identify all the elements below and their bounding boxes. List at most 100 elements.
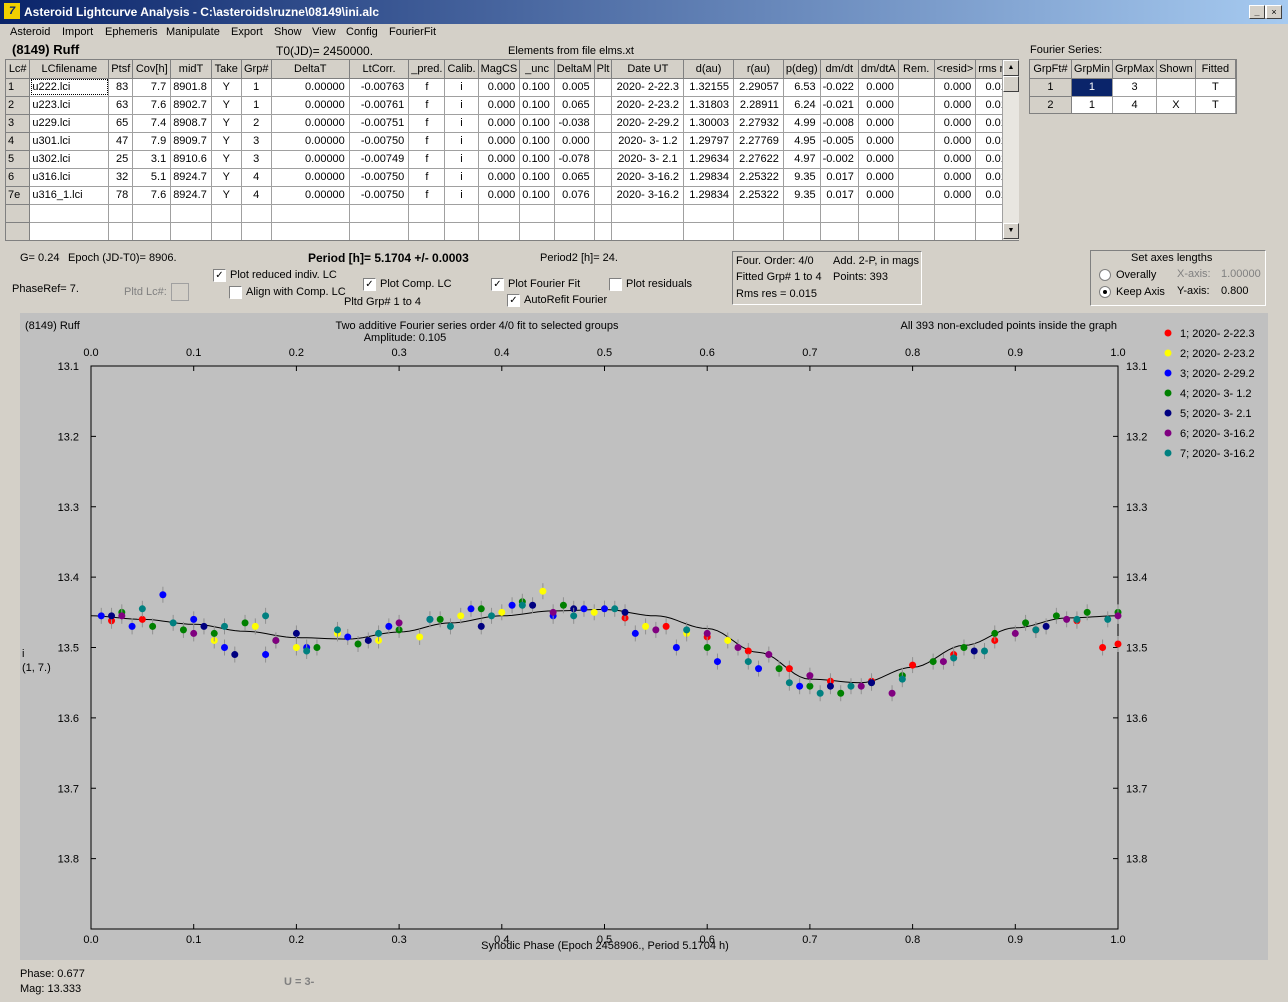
table-cell[interactable] bbox=[444, 204, 479, 223]
table-cell[interactable]: 2 bbox=[1030, 96, 1072, 113]
column-header[interactable]: dm/dtA bbox=[858, 60, 899, 79]
column-header[interactable]: Ptsf bbox=[108, 60, 134, 79]
table-cell[interactable]: 0.000 bbox=[858, 78, 899, 97]
column-header[interactable]: Cov[h] bbox=[132, 60, 172, 79]
column-header[interactable]: Take bbox=[211, 60, 242, 79]
table-cell[interactable] bbox=[271, 204, 350, 223]
menu-config[interactable]: Config bbox=[346, 26, 378, 38]
table-cell[interactable]: 2.27769 bbox=[733, 132, 784, 151]
table-cell[interactable]: -0.00749 bbox=[349, 150, 410, 169]
x-axis-value[interactable]: 1.00000 bbox=[1221, 268, 1261, 280]
minimize-icon[interactable]: _ bbox=[1249, 5, 1265, 19]
scroll-thumb[interactable] bbox=[1003, 76, 1019, 92]
table-cell[interactable] bbox=[594, 186, 613, 205]
plot-fourier-checkbox[interactable]: ✓ bbox=[491, 278, 504, 291]
table-cell[interactable]: 0.100 bbox=[519, 132, 555, 151]
table-cell[interactable]: 3 bbox=[241, 150, 272, 169]
plot-comp-checkbox[interactable]: ✓ bbox=[363, 278, 376, 291]
column-header[interactable]: LtCorr. bbox=[349, 60, 410, 79]
table-row[interactable]: 5 u302.lci 25 3.1 8910.6 Y 3 0.00000 -0.00749 f i 0… bbox=[6, 150, 1018, 169]
table-cell[interactable]: -0.00750 bbox=[349, 168, 410, 187]
table-cell[interactable]: i bbox=[444, 150, 479, 169]
table-cell[interactable]: 7.7 bbox=[132, 78, 172, 97]
table-cell[interactable]: 0.000 bbox=[478, 132, 521, 151]
table-cell[interactable]: 0.000 bbox=[858, 132, 899, 151]
row-number[interactable]: 6 bbox=[6, 168, 31, 187]
table-cell[interactable]: -0.002 bbox=[820, 150, 859, 169]
column-header[interactable]: Rem. bbox=[898, 60, 935, 79]
table-cell[interactable]: 2020- 3-16.2 bbox=[611, 186, 685, 205]
table-cell[interactable]: 7.6 bbox=[132, 186, 172, 205]
table-cell[interactable]: i bbox=[444, 186, 479, 205]
row-number[interactable] bbox=[6, 222, 31, 240]
table-cell[interactable] bbox=[594, 132, 613, 151]
table-cell[interactable] bbox=[519, 204, 555, 223]
row-number[interactable]: 2 bbox=[6, 96, 31, 115]
row-number[interactable]: 4 bbox=[6, 132, 31, 151]
table-cell[interactable]: 0.000 bbox=[934, 132, 977, 151]
table-cell[interactable]: 2.27622 bbox=[733, 150, 784, 169]
table-cell[interactable]: 0.000 bbox=[858, 96, 899, 115]
table-cell[interactable]: 1 bbox=[1071, 78, 1113, 97]
table-cell[interactable]: 0.100 bbox=[519, 150, 555, 169]
table-cell[interactable]: 0.000 bbox=[858, 150, 899, 169]
row-number[interactable]: 3 bbox=[6, 114, 31, 133]
table-cell[interactable]: 4.95 bbox=[783, 132, 821, 151]
table-cell[interactable]: 4.99 bbox=[783, 114, 821, 133]
table-cell[interactable]: 8902.7 bbox=[170, 96, 212, 115]
table-cell[interactable]: 0.076 bbox=[554, 186, 595, 205]
close-icon[interactable]: × bbox=[1266, 5, 1282, 19]
table-cell[interactable] bbox=[898, 132, 935, 151]
table-cell[interactable] bbox=[783, 204, 821, 223]
table-cell[interactable] bbox=[594, 114, 613, 133]
table-cell[interactable] bbox=[820, 204, 859, 223]
table-cell[interactable] bbox=[683, 204, 735, 223]
table-cell[interactable]: Y bbox=[211, 78, 242, 97]
table-row[interactable]: 6 u316.lci 32 5.1 8924.7 Y 4 0.00000 -0.00750 f i 0… bbox=[6, 168, 1018, 187]
table-row[interactable]: 7e u316_1.lci 78 7.6 8924.7 Y 4 0.00000 -0.00750… bbox=[6, 186, 1018, 205]
table-cell[interactable]: 0.000 bbox=[858, 114, 899, 133]
menu-ephemeris[interactable]: Ephemeris bbox=[105, 26, 158, 38]
table-row[interactable] bbox=[6, 204, 1018, 223]
table-cell[interactable]: 0.00000 bbox=[271, 186, 350, 205]
table-cell[interactable]: -0.038 bbox=[554, 114, 595, 133]
table-cell[interactable]: i bbox=[444, 114, 479, 133]
table-cell[interactable] bbox=[594, 96, 613, 115]
table-cell[interactable]: -0.00750 bbox=[349, 132, 410, 151]
table-cell[interactable]: 2.27932 bbox=[733, 114, 784, 133]
table-cell[interactable]: Y bbox=[211, 150, 242, 169]
table-cell[interactable]: 0.100 bbox=[519, 114, 555, 133]
table-cell[interactable]: 0.00000 bbox=[271, 150, 350, 169]
column-header[interactable]: Calib. bbox=[444, 60, 479, 79]
table-cell[interactable]: 0.000 bbox=[934, 168, 977, 187]
table-cell[interactable]: 0.000 bbox=[858, 186, 899, 205]
table-cell[interactable]: f bbox=[408, 78, 446, 97]
table-cell[interactable] bbox=[478, 222, 521, 240]
table-cell[interactable]: 2020- 3- 1.2 bbox=[611, 132, 685, 151]
table-cell[interactable]: Y bbox=[211, 132, 242, 151]
table-cell[interactable]: 2020- 2-23.2 bbox=[611, 96, 685, 115]
scroll-down-icon[interactable]: ▼ bbox=[1003, 223, 1019, 239]
table-cell[interactable]: f bbox=[408, 114, 446, 133]
table-cell[interactable] bbox=[858, 222, 899, 240]
plot-reduced-checkbox[interactable]: ✓ bbox=[213, 269, 226, 282]
table-cell[interactable]: 6.24 bbox=[783, 96, 821, 115]
table-cell[interactable]: 6.53 bbox=[783, 78, 821, 97]
chart-svg[interactable]: 0.0 0.0 0.1 0.1 0.2 0.2 0.3 0.3 0.4 0.4 0.5 0.5 0.6 0… bbox=[20, 313, 1268, 960]
menu-export[interactable]: Export bbox=[231, 26, 263, 38]
column-header[interactable]: DeltaM bbox=[554, 60, 595, 79]
table-cell[interactable] bbox=[898, 78, 935, 97]
table-cell[interactable] bbox=[594, 204, 613, 223]
table-cell[interactable] bbox=[554, 204, 595, 223]
table-cell[interactable]: f bbox=[408, 186, 446, 205]
align-comp-checkbox[interactable] bbox=[229, 286, 242, 299]
table-cell[interactable] bbox=[408, 204, 446, 223]
table-cell[interactable]: 4.97 bbox=[783, 150, 821, 169]
table-cell[interactable]: -0.022 bbox=[820, 78, 859, 97]
table-cell[interactable] bbox=[108, 204, 134, 223]
table-cell[interactable]: 1.29834 bbox=[683, 168, 735, 187]
table-cell[interactable] bbox=[241, 204, 272, 223]
table-cell[interactable] bbox=[211, 222, 242, 240]
